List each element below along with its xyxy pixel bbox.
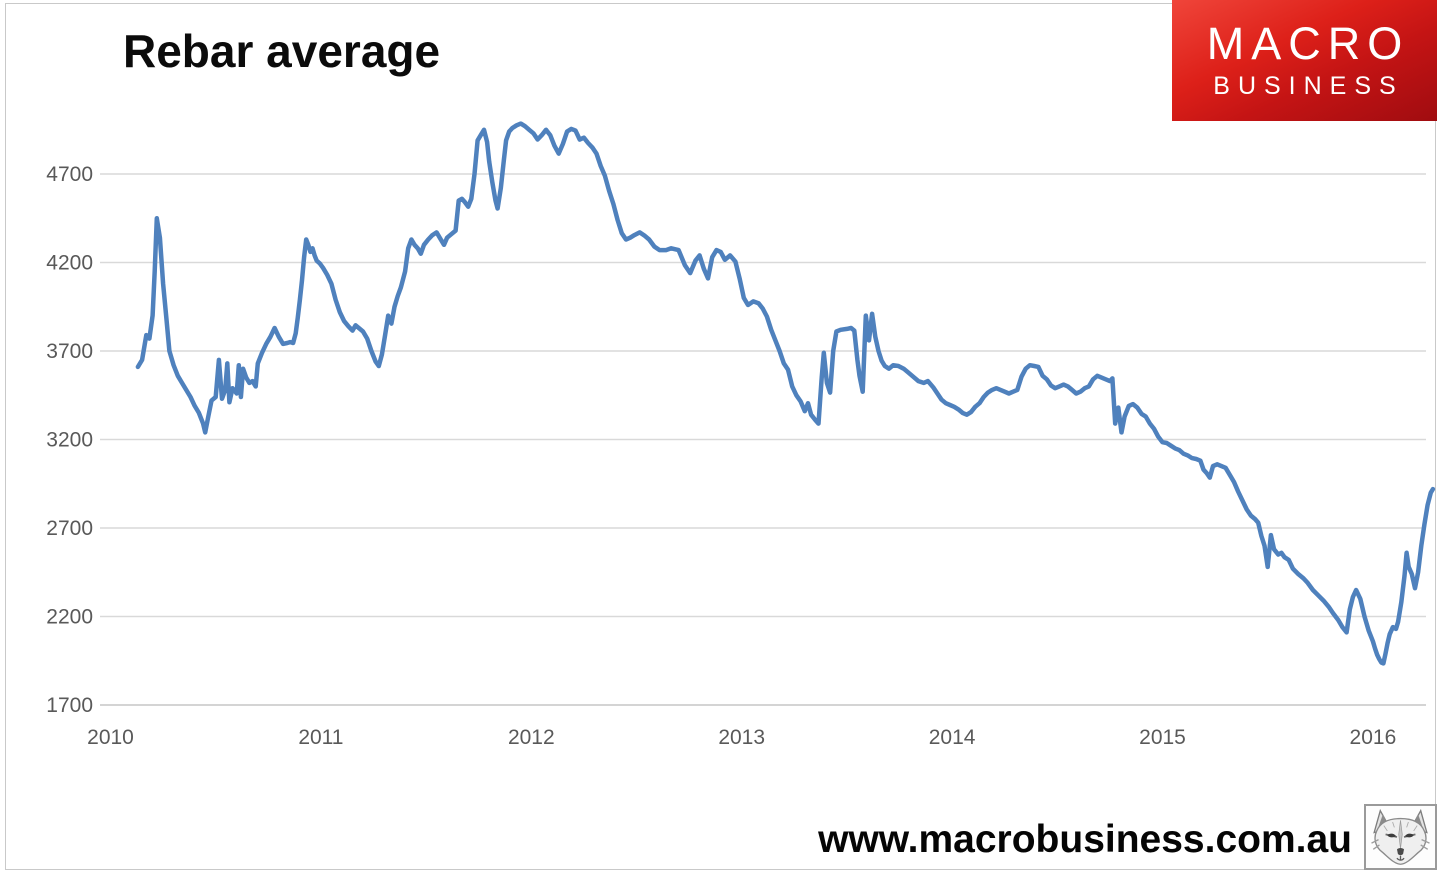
y-tick-label: 4700 (46, 163, 93, 186)
rebar-price-line (135, 121, 1436, 666)
wolf-sketch-icon (1371, 808, 1430, 865)
y-tick-label: 2700 (46, 517, 93, 540)
macrobusiness-logo-line1: MACRO (1206, 18, 1410, 70)
y-tick-label: 3700 (46, 340, 93, 363)
macrobusiness-logo-line2: BUSINESS (1213, 71, 1404, 100)
x-tick-label: 2013 (718, 726, 765, 749)
x-tick-label: 2016 (1350, 726, 1397, 749)
macrobusiness-logo: MACRO BUSINESS (1172, 0, 1437, 121)
chart-title: Rebar average (123, 25, 441, 77)
x-tick-label: 2011 (298, 726, 343, 749)
x-tick-label: 2015 (1139, 726, 1186, 749)
wolf-logo-box (1364, 804, 1437, 870)
y-tick-label: 2200 (46, 606, 93, 629)
x-tick-label: 2010 (87, 726, 134, 749)
x-tick-label: 2012 (508, 726, 555, 749)
y-tick-label: 4200 (46, 252, 93, 275)
y-tick-label: 3200 (46, 429, 93, 452)
y-tick-label: 1700 (46, 694, 93, 717)
x-tick-label: 2014 (929, 726, 976, 749)
website-url-text: www.macrobusiness.com.au (818, 818, 1352, 861)
